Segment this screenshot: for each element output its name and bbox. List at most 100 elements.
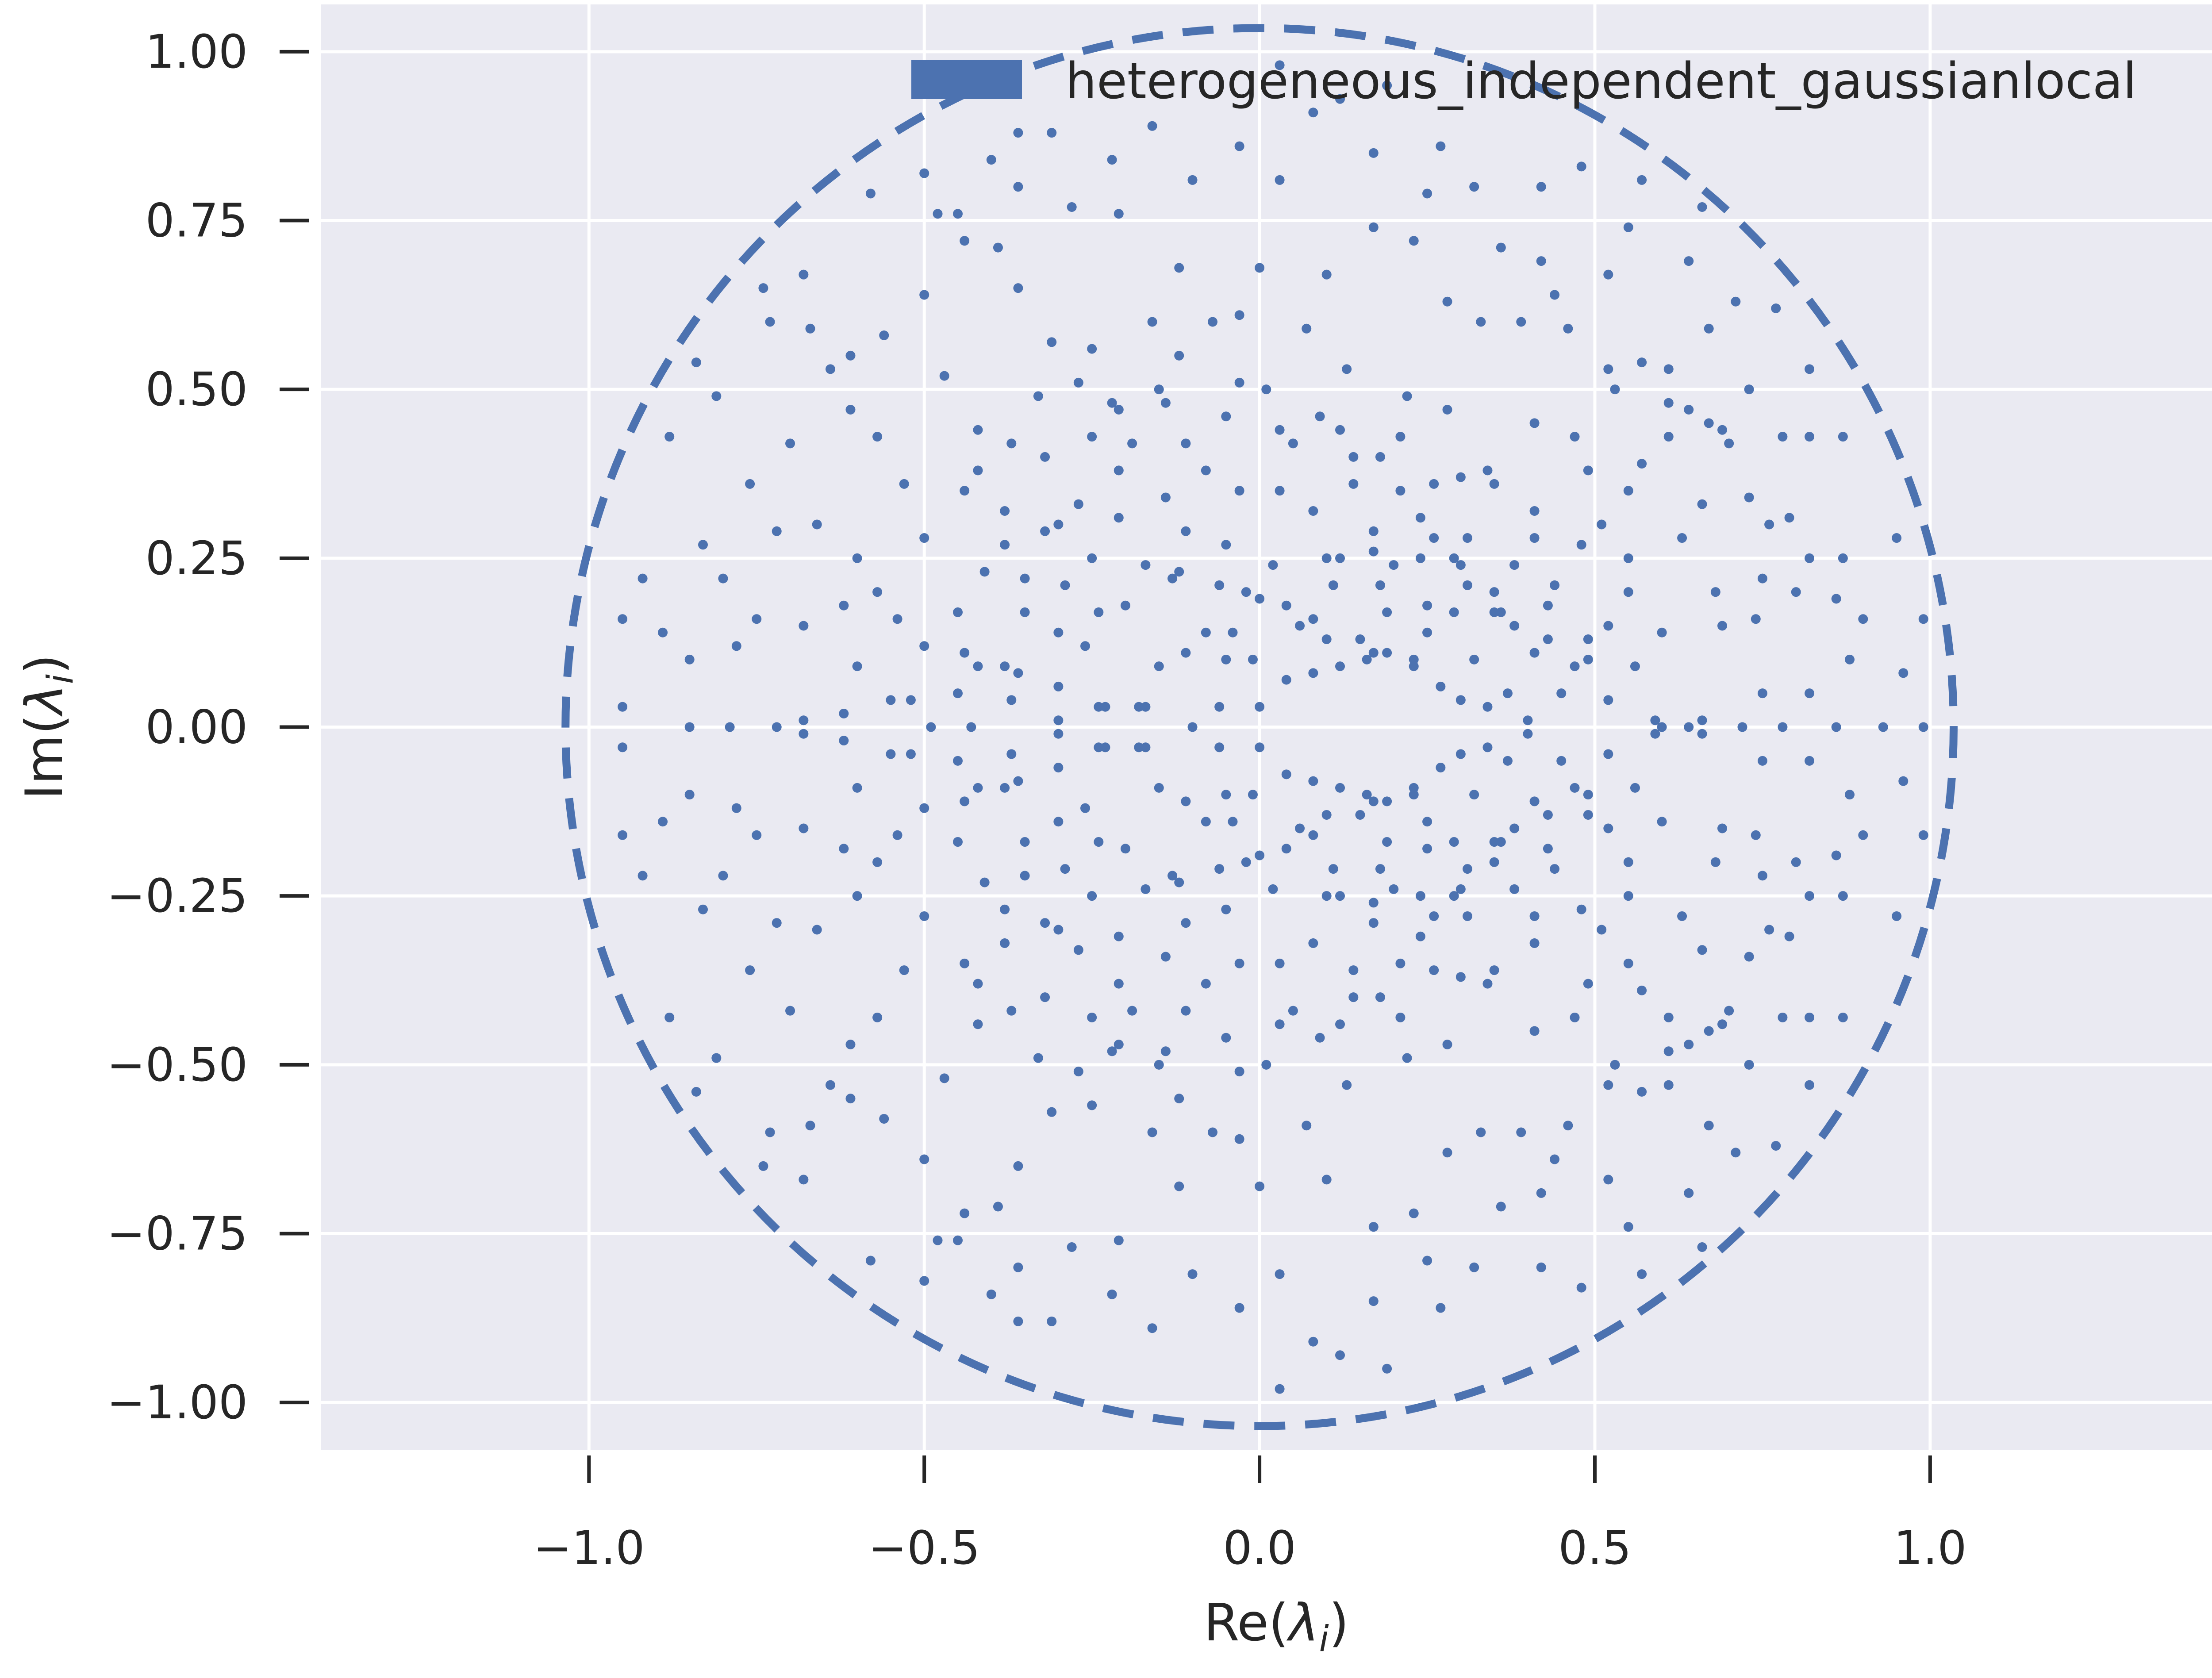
eigenvalue-point [1509,621,1520,631]
eigenvalue-point [684,722,695,732]
legend-label: heterogeneous_independent_gaussianlocal [1065,53,2137,110]
eigenvalue-point [1094,702,1104,712]
eigenvalue-point [1201,627,1211,637]
eigenvalue-point [1570,661,1580,672]
eigenvalue-point [1570,783,1580,793]
eigenvalue-point [1684,1188,1694,1198]
eigenvalue-point [1657,817,1667,827]
eigenvalue-point [1442,296,1452,307]
eigenvalue-point [1509,823,1520,833]
eigenvalue-point [1630,783,1640,793]
eigenvalue-point [1455,695,1466,705]
eigenvalue-point [752,830,762,840]
eigenvalue-point [1147,1323,1157,1333]
eigenvalue-point [1757,688,1767,699]
eigenvalue-point [1127,438,1137,449]
eigenvalue-point [1684,256,1694,266]
eigenvalue-point [799,1175,809,1185]
eigenvalue-point [1000,783,1010,793]
eigenvalue-point [1791,587,1801,597]
eigenvalue-point [1463,864,1472,874]
eigenvalue-point [993,1202,1003,1212]
eigenvalue-point [1650,729,1660,739]
eigenvalue-point [1764,925,1774,935]
eigenvalue-point [1516,317,1526,327]
eigenvalue-point [1918,830,1928,840]
eigenvalue-point [1147,1127,1157,1137]
eigenvalue-point [1174,567,1184,577]
eigenvalue-point [1275,1384,1285,1394]
eigenvalue-point [785,1006,795,1016]
eigenvalue-point [1308,614,1318,624]
eigenvalue-point [1858,830,1868,840]
grid-lines [321,4,2212,1450]
eigenvalue-point [1000,506,1010,516]
eigenvalue-point [1221,790,1231,800]
eigenvalue-point [1597,519,1607,530]
eigenvalue-point [1335,783,1345,793]
eigenvalue-point [1482,979,1493,989]
eigenvalue-point [1255,742,1265,753]
eigenvalue-point [698,904,708,914]
eigenvalue-point [933,209,943,219]
eigenvalue-point [1047,1107,1057,1117]
eigenvalue-point [872,1012,883,1022]
y-tick-label: −0.75 [107,1206,248,1260]
eigenvalue-point [1637,175,1647,185]
eigenvalue-point [1355,634,1365,645]
eigenvalue-point [1308,938,1318,948]
eigenvalue-point [1771,1141,1781,1151]
eigenvalue-point [1536,182,1546,192]
eigenvalue-point [1154,384,1164,395]
eigenvalue-point [1650,715,1660,726]
eigenvalue-point [852,891,862,901]
eigenvalue-point [1141,560,1151,570]
eigenvalue-point [892,830,902,840]
legend: heterogeneous_independent_gaussianlocal [911,53,2137,110]
eigenvalue-point [960,486,970,496]
eigenvalue-point [1107,1289,1117,1299]
eigenvalue-point [1355,810,1365,820]
eigenvalue-point [1160,952,1171,962]
eigenvalue-point [953,837,963,847]
eigenvalue-point [1375,864,1385,874]
eigenvalue-point [1013,182,1023,192]
eigenvalue-point [960,648,970,658]
eigenvalue-point [1248,790,1258,800]
eigenvalue-point [1778,432,1788,442]
eigenvalue-point [1489,965,1499,975]
eigenvalue-point [1838,553,1848,563]
eigenvalue-point [1255,1181,1265,1191]
x-tick-label: −1.0 [533,1521,645,1575]
eigenvalue-point [1469,654,1479,664]
eigenvalue-point [1368,1296,1379,1306]
eigenvalue-point [960,1208,970,1218]
eigenvalue-point [1053,627,1064,637]
eigenvalue-point [1174,877,1184,887]
eigenvalue-point [1174,1094,1184,1104]
eigenvalue-point [1160,398,1171,408]
eigenvalue-point [1415,931,1425,941]
eigenvalue-point [1160,492,1171,503]
eigenvalue-point [1778,1012,1788,1022]
eigenvalue-point [1234,377,1244,388]
eigenvalue-point [1516,1127,1526,1137]
eigenvalue-point [1275,1019,1285,1029]
eigenvalue-point [1623,857,1633,867]
eigenvalue-point [1321,810,1332,820]
eigenvalue-point [1167,573,1178,584]
eigenvalue-point [1463,911,1472,921]
eigenvalue-point [1603,695,1613,705]
eigenvalue-point [758,1161,768,1171]
eigenvalue-point [1268,884,1278,894]
eigenvalue-point [1550,1154,1560,1164]
eigenvalue-point [1006,1006,1017,1016]
eigenvalue-point [1892,911,1902,921]
eigenvalue-point [1073,377,1083,388]
eigenvalue-point [1315,411,1325,422]
eigenvalue-point [1181,526,1191,536]
eigenvalue-point [1603,364,1613,374]
eigenvalue-point [986,1289,996,1299]
eigenvalue-point [618,830,628,840]
eigenvalue-point [1328,580,1338,590]
